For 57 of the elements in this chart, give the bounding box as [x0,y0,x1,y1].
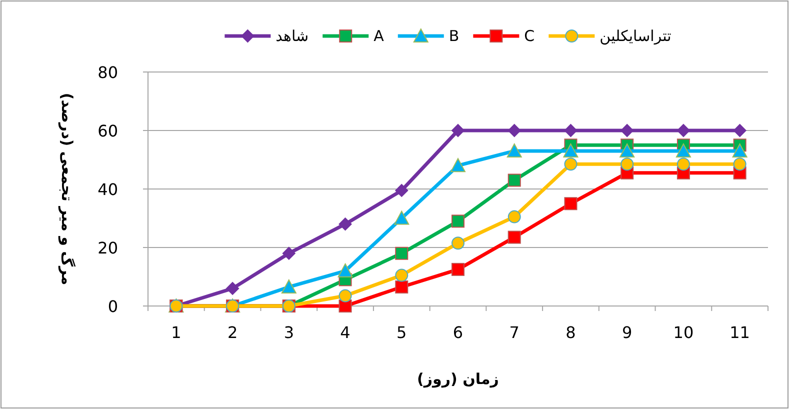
point [563,143,578,158]
point [676,124,690,137]
point [452,236,464,250]
point [620,124,634,137]
legend-label: C [524,27,535,45]
y-tick-label: 40 [98,180,118,199]
point [282,246,296,260]
point [733,158,746,171]
x-tick-label: 2 [227,323,238,342]
y-axis-title: مرگ و میر تجمعی (درصد) [58,92,76,286]
point [508,174,521,187]
x-tick-label: 7 [509,323,520,342]
point [564,197,578,210]
point [732,143,748,158]
legend-label: B [448,27,460,45]
point [338,289,352,302]
x-tick-label: 9 [622,323,632,342]
point [452,124,464,137]
point [733,124,746,137]
x-tick-label: 8 [566,323,576,342]
legend-label: تتراسایکلین [600,27,672,45]
y-tick-label: 80 [98,63,118,82]
x-axis-title: زمان (روز) [417,370,499,388]
point [450,158,466,172]
point [676,143,691,158]
point [452,262,464,276]
point [564,124,578,137]
x-tick-label: 5 [396,323,407,342]
point [395,184,408,197]
x-tick-label: 4 [340,323,350,342]
point [338,263,353,278]
point [395,268,408,282]
point [506,143,522,158]
point [620,143,635,158]
point [508,230,521,244]
point [676,158,690,171]
point [281,279,296,294]
legend-label: A [374,27,385,45]
x-tick-label: 10 [673,323,694,342]
legend-label: شاهد [276,27,309,45]
x-tick-label: 3 [284,323,294,342]
point [338,218,352,231]
y-tick-label: 0 [108,297,118,316]
point [394,210,410,225]
point [620,158,634,171]
point [226,282,240,295]
point [508,124,521,137]
x-tick-label: 11 [730,323,750,342]
point [395,280,408,294]
point [564,158,578,171]
x-tick-label: 6 [452,323,464,342]
y-tick-label: 20 [98,238,118,258]
x-tick-label: 1 [171,323,182,342]
point [395,246,408,260]
point [508,210,521,224]
point [452,214,464,228]
y-tick-label: 60 [98,122,118,140]
